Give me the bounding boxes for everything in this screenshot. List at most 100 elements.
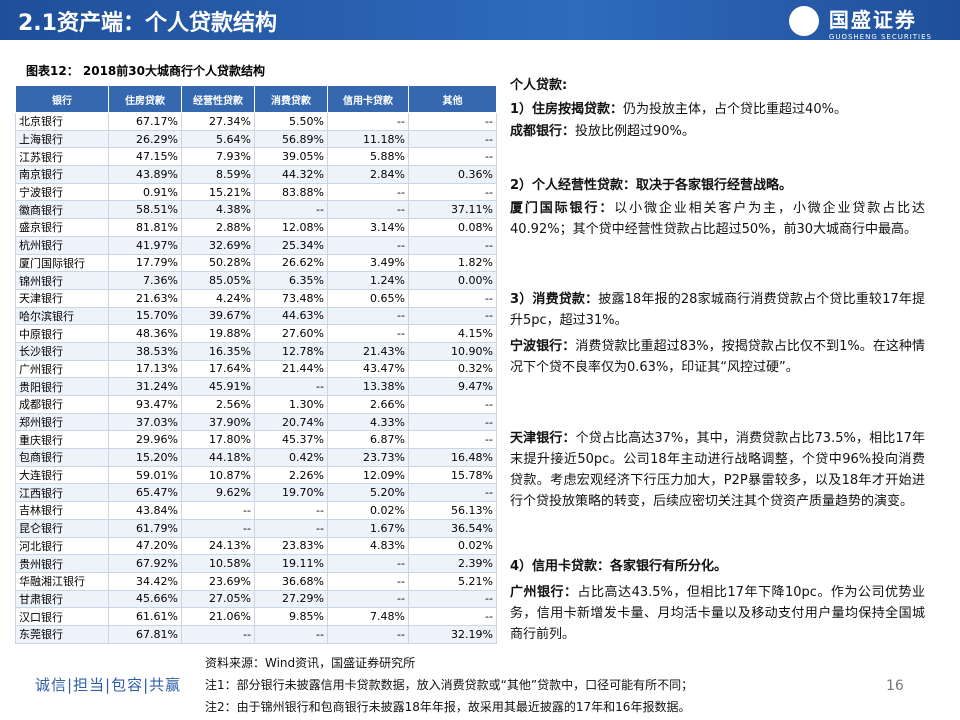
cell: 43.84% (108, 501, 182, 520)
bank-name: 昆仑银行 (15, 518, 109, 538)
paragraph-text: 以小微企业相关客户为主，小微企业贷款占比达40.92%；其个贷中经营性贷款占比超… (510, 201, 925, 237)
paragraph: 成都银行：投放比例超过90%。 (510, 121, 925, 142)
cell: -- (254, 200, 328, 220)
cell: -- (408, 235, 497, 255)
table-row: 郑州银行 37.03% 37.90% 20.74% 4.33% -- (15, 412, 497, 432)
cell: 36.54% (408, 518, 497, 538)
cell: -- (327, 554, 409, 573)
table-row: 北京银行 67.17% 27.34% 5.50% -- -- (15, 112, 497, 131)
cell: 10.90% (408, 341, 497, 361)
paragraph: 2）个人经营性贷款：取决于各家银行经营战略。 (510, 175, 925, 196)
cell: 45.91% (181, 377, 255, 396)
logo-name: 国盛证券 (828, 8, 917, 32)
cell: 23.83% (254, 536, 328, 556)
cell: -- (408, 147, 497, 167)
cell: 24.13% (181, 536, 255, 556)
paragraph: 宁波银行：消费贷款比重超过83%，按揭贷款占比仅不到1%。在这种情况下个贷不良率… (510, 336, 925, 378)
table-row: 南京银行 43.89% 8.59% 44.32% 2.84% 0.36% (15, 165, 497, 184)
cell: 47.15% (108, 147, 182, 167)
cell: 12.78% (254, 341, 328, 361)
cell: 10.87% (181, 465, 255, 485)
cell: 16.35% (181, 341, 255, 361)
cell: 56.89% (254, 129, 328, 149)
cell: 39.05% (254, 147, 328, 167)
cell: 21.43% (327, 341, 409, 361)
cell: 4.24% (181, 288, 255, 308)
cell: 58.51% (108, 200, 182, 220)
cell: 15.70% (108, 306, 182, 326)
cell: 7.48% (327, 607, 409, 626)
cell: 27.34% (181, 112, 255, 131)
cell: 2.56% (181, 395, 255, 414)
cell: 0.02% (408, 536, 497, 556)
cell: -- (408, 129, 497, 149)
bank-name: 成都银行 (15, 395, 109, 414)
cell: 0.32% (408, 359, 497, 379)
cell: 93.47% (108, 395, 182, 414)
cell: 5.64% (181, 129, 255, 149)
cell: 4.38% (181, 200, 255, 220)
table-row: 徽商银行 58.51% 4.38% -- -- 37.11% (15, 200, 497, 220)
bank-name: 杭州银行 (15, 235, 109, 255)
cell: 44.32% (254, 165, 328, 184)
cell: 0.08% (408, 218, 497, 237)
cell: 17.80% (181, 430, 255, 450)
table-row: 成都银行 93.47% 2.56% 1.30% 2.66% -- (15, 395, 497, 414)
cell: -- (254, 518, 328, 538)
cell: 5.88% (327, 147, 409, 167)
cell: 23.73% (327, 448, 409, 467)
table-row: 宁波银行 0.91% 15.21% 83.88% -- -- (15, 182, 497, 202)
cell: 2.39% (408, 554, 497, 573)
cell: 37.90% (181, 412, 255, 432)
cell: 15.20% (108, 448, 182, 467)
cell: 2.88% (181, 218, 255, 237)
cell: 65.47% (108, 483, 182, 503)
bank-name: 江苏银行 (15, 147, 109, 167)
paragraph-text: 披露18年报的28家城商行消费贷款占个贷比重较17年提升5pc，超过31%。 (510, 292, 925, 328)
cell: -- (327, 306, 409, 326)
cell: -- (181, 501, 255, 520)
table-row: 哈尔滨银行 15.70% 39.67% 44.63% -- -- (15, 306, 497, 326)
bank-name: 徽商银行 (15, 200, 109, 220)
cell: 1.67% (327, 518, 409, 538)
table-row: 贵州银行 67.92% 10.58% 19.11% -- 2.39% (15, 554, 497, 573)
paragraph-label: 3）消费贷款： (510, 292, 599, 307)
cell: 7.36% (108, 271, 182, 290)
cell: -- (408, 112, 497, 131)
cell: 32.69% (181, 235, 255, 255)
paragraph-text: 个贷占比高达37%，其中，消费贷款占比73.5%，相比17年末提升接近50pc。… (510, 431, 925, 509)
table-row: 华融湘江银行 34.42% 23.69% 36.68% -- 5.21% (15, 571, 497, 591)
cell: 5.50% (254, 112, 328, 131)
cell: 16.48% (408, 448, 497, 467)
slide-title: 2.1资产端：个人贷款结构 (18, 11, 277, 36)
cell: -- (254, 501, 328, 520)
cell: 0.65% (327, 288, 409, 308)
cell: 6.35% (254, 271, 328, 290)
cell: 0.91% (108, 182, 182, 202)
cell: -- (181, 518, 255, 538)
cell: -- (254, 624, 328, 644)
header-bar: 2.1资产端：个人贷款结构 国盛证券 GUOSHENG SECURITIES (0, 0, 960, 41)
column-header: 经营性贷款 (181, 85, 255, 113)
cell: -- (327, 624, 409, 644)
cell: 27.29% (254, 589, 328, 609)
table-row: 重庆银行 29.96% 17.80% 45.37% 6.87% -- (15, 430, 497, 450)
paragraph-label: 宁波银行： (510, 339, 576, 354)
cell: -- (327, 112, 409, 131)
bank-name: 上海银行 (15, 129, 109, 149)
bank-name: 天津银行 (15, 288, 109, 308)
cell: 83.88% (254, 182, 328, 202)
logo-name-en: GUOSHENG SECURITIES (828, 33, 932, 41)
cell: 44.63% (254, 306, 328, 326)
note: 注1：部分银行未披露信用卡贷款数据，放入消费贷款或“其他”贷款中，口径可能有所不… (205, 678, 694, 692)
cell: 19.70% (254, 483, 328, 503)
column-header: 消费贷款 (254, 85, 328, 113)
cell: 15.78% (408, 465, 497, 485)
cell: 43.47% (327, 359, 409, 379)
cell: -- (408, 607, 497, 626)
cell: 20.74% (254, 412, 328, 432)
table-row: 杭州银行 41.97% 32.69% 25.34% -- -- (15, 235, 497, 255)
bank-name: 汉口银行 (15, 607, 109, 626)
cell: 15.21% (181, 182, 255, 202)
cell: 31.24% (108, 377, 182, 396)
